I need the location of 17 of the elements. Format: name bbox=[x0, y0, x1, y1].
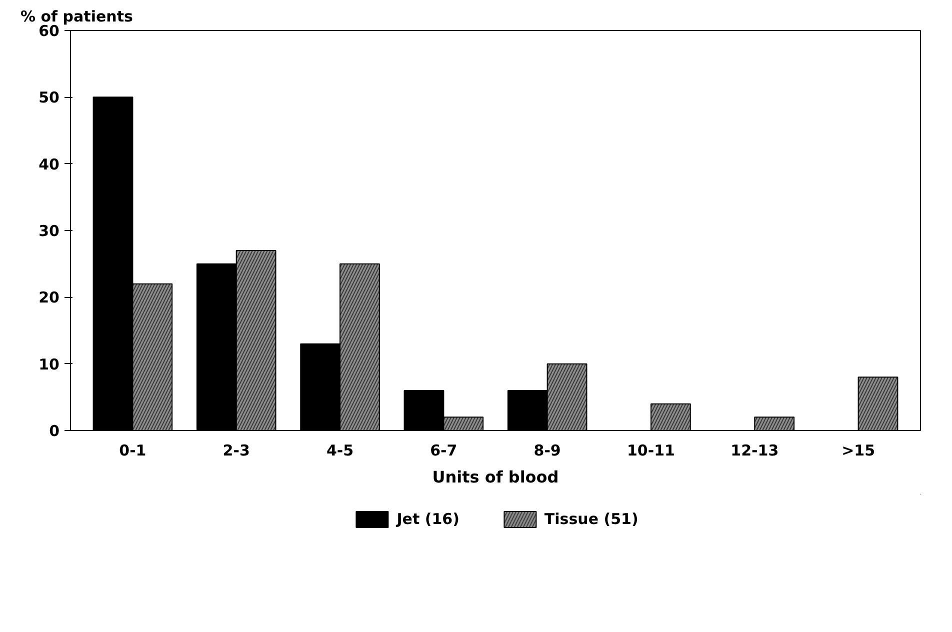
y-tick-label: 10 bbox=[38, 355, 60, 374]
y-tick-label: 50 bbox=[38, 88, 60, 107]
y-tick-label: 20 bbox=[38, 288, 60, 307]
y-tick-label: 40 bbox=[38, 155, 60, 174]
legend-label: Tissue (51) bbox=[544, 510, 638, 528]
legend-label: Jet (16) bbox=[396, 510, 460, 528]
x-tick-label: 10-11 bbox=[627, 442, 675, 460]
y-tick-label: 0 bbox=[49, 422, 60, 440]
y-tick-label: 30 bbox=[38, 222, 60, 240]
x-tick-label: 0-1 bbox=[119, 442, 146, 460]
x-axis-title: Units of blood bbox=[432, 468, 559, 486]
x-tick-label: 8-9 bbox=[534, 442, 561, 460]
x-tick-label: 2-3 bbox=[222, 442, 250, 460]
x-tick-label: 12-13 bbox=[730, 442, 779, 460]
x-tick-label: 4-5 bbox=[326, 442, 354, 460]
x-tick-label: 6-7 bbox=[430, 442, 458, 460]
x-tick-label: >15 bbox=[842, 442, 876, 460]
